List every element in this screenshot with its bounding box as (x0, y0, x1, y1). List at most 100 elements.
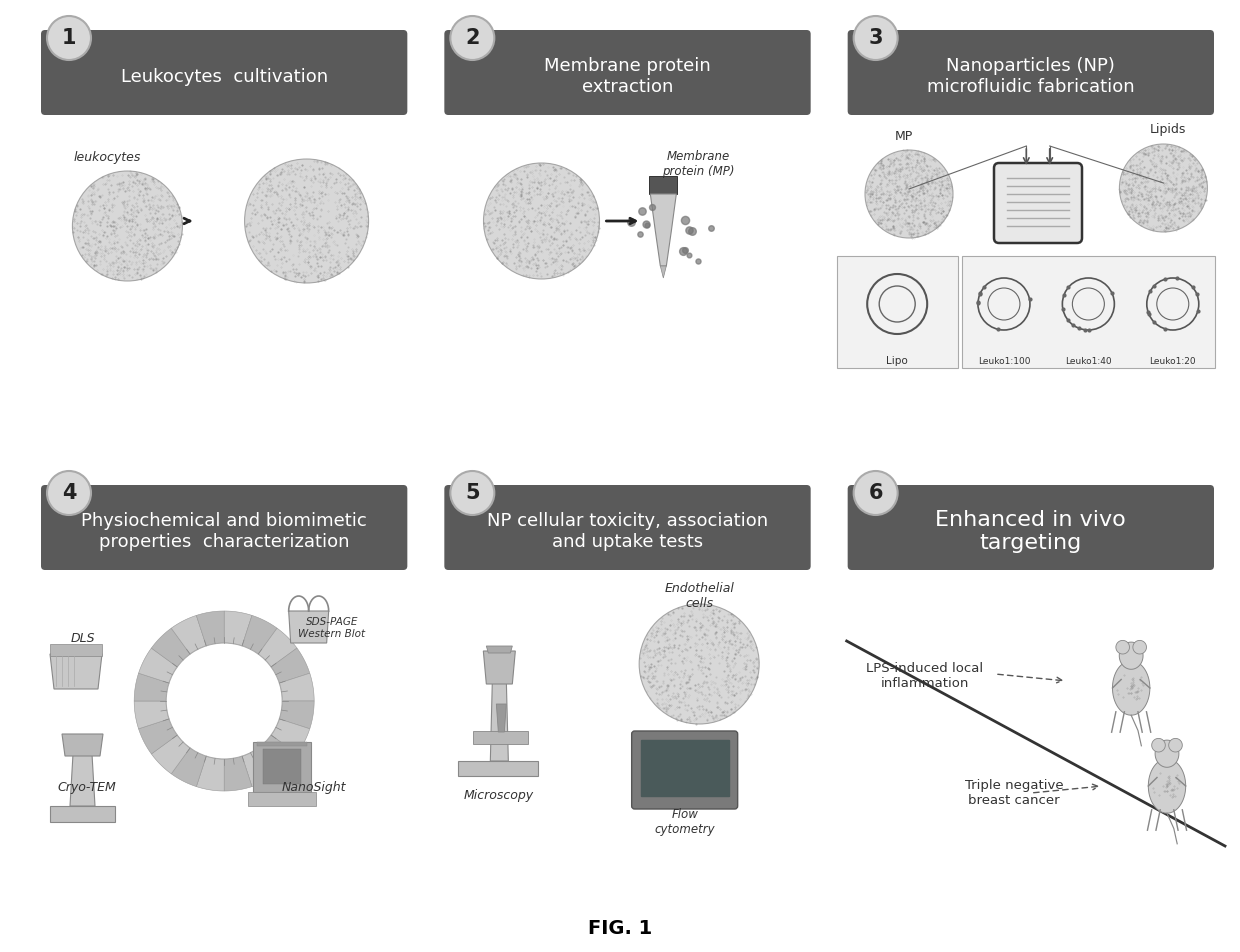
Polygon shape (248, 792, 316, 806)
Polygon shape (263, 749, 301, 784)
Polygon shape (1116, 641, 1130, 654)
FancyBboxPatch shape (962, 256, 1215, 368)
Text: Physiochemical and biomimetic
properties  characterization: Physiochemical and biomimetic properties… (82, 512, 367, 551)
Polygon shape (134, 701, 169, 729)
Polygon shape (279, 701, 314, 729)
Polygon shape (224, 756, 252, 791)
Text: 1: 1 (62, 28, 76, 48)
Circle shape (72, 171, 182, 281)
Text: 3: 3 (868, 28, 883, 48)
Polygon shape (1112, 661, 1149, 715)
Polygon shape (171, 615, 206, 654)
Polygon shape (139, 648, 177, 684)
Text: Enhanced in vivo
targeting: Enhanced in vivo targeting (935, 510, 1126, 553)
Text: Leuko1:100: Leuko1:100 (977, 356, 1030, 366)
Polygon shape (151, 735, 190, 774)
Polygon shape (253, 742, 311, 792)
Text: Triple negative
breast cancer: Triple negative breast cancer (965, 779, 1064, 807)
Polygon shape (272, 648, 310, 684)
Polygon shape (258, 628, 296, 667)
Text: Nanoparticles (NP)
microfluidic fabrication: Nanoparticles (NP) microfluidic fabricat… (928, 57, 1135, 96)
Polygon shape (279, 673, 314, 701)
Text: Flow
cytometry: Flow cytometry (655, 808, 715, 836)
Text: 6: 6 (868, 483, 883, 503)
Polygon shape (1133, 641, 1147, 654)
Text: 2: 2 (465, 28, 480, 48)
Polygon shape (484, 651, 516, 684)
Polygon shape (196, 611, 224, 645)
FancyBboxPatch shape (444, 30, 811, 115)
Polygon shape (1120, 642, 1143, 669)
Circle shape (47, 16, 91, 60)
Circle shape (484, 163, 599, 279)
Text: SDS-PAGE
Western Blot: SDS-PAGE Western Blot (298, 617, 366, 639)
Circle shape (450, 16, 495, 60)
Polygon shape (650, 194, 676, 266)
Text: NP cellular toxicity, association
and uptake tests: NP cellular toxicity, association and up… (487, 512, 768, 551)
Text: 5: 5 (465, 483, 480, 503)
Circle shape (639, 604, 759, 724)
Circle shape (166, 643, 283, 759)
Polygon shape (1156, 740, 1179, 767)
Polygon shape (486, 646, 512, 653)
Polygon shape (1148, 759, 1185, 813)
Text: LPS-induced local
inflammation: LPS-induced local inflammation (866, 662, 983, 690)
Text: MP: MP (895, 129, 913, 143)
Text: Membrane
protein (MP): Membrane protein (MP) (662, 150, 734, 178)
Polygon shape (258, 735, 296, 774)
Text: 4: 4 (62, 483, 76, 503)
Circle shape (853, 471, 898, 515)
Polygon shape (257, 742, 306, 746)
Polygon shape (650, 176, 677, 194)
Polygon shape (196, 756, 224, 791)
Polygon shape (459, 761, 538, 776)
FancyBboxPatch shape (994, 163, 1083, 243)
FancyBboxPatch shape (837, 256, 957, 368)
Polygon shape (242, 748, 277, 786)
Circle shape (853, 16, 898, 60)
FancyBboxPatch shape (41, 30, 407, 115)
Polygon shape (1169, 739, 1182, 752)
Text: Membrane protein
extraction: Membrane protein extraction (544, 57, 711, 96)
Text: Lipo: Lipo (887, 356, 908, 366)
Polygon shape (50, 644, 102, 656)
Text: Leuko1:40: Leuko1:40 (1065, 356, 1112, 366)
FancyBboxPatch shape (848, 485, 1214, 570)
Polygon shape (641, 740, 729, 796)
Polygon shape (242, 615, 277, 654)
Text: Cryo-TEM: Cryo-TEM (57, 782, 117, 795)
Text: Leukocytes  cultivation: Leukocytes cultivation (120, 68, 327, 86)
Polygon shape (272, 719, 310, 754)
Text: NanoSight: NanoSight (281, 782, 346, 795)
Polygon shape (289, 611, 329, 643)
Text: DLS: DLS (71, 631, 95, 645)
Polygon shape (490, 681, 508, 761)
Polygon shape (496, 704, 506, 732)
FancyBboxPatch shape (41, 485, 407, 570)
Circle shape (866, 150, 954, 238)
Polygon shape (151, 628, 190, 667)
Circle shape (244, 159, 368, 283)
Polygon shape (474, 731, 528, 744)
Polygon shape (171, 748, 206, 786)
Text: Leuko1:20: Leuko1:20 (1149, 356, 1197, 366)
FancyBboxPatch shape (848, 30, 1214, 115)
FancyBboxPatch shape (444, 485, 811, 570)
Polygon shape (139, 719, 177, 754)
Text: leukocytes: leukocytes (73, 151, 141, 165)
Polygon shape (1152, 739, 1166, 752)
Polygon shape (62, 734, 103, 756)
Text: FIG. 1: FIG. 1 (588, 919, 652, 938)
Polygon shape (661, 266, 666, 278)
Text: Lipids: Lipids (1151, 124, 1187, 136)
Text: Microscopy: Microscopy (464, 789, 533, 803)
Polygon shape (69, 754, 95, 806)
Text: Endothelial
cells: Endothelial cells (665, 582, 734, 610)
Circle shape (47, 471, 91, 515)
Polygon shape (224, 611, 252, 645)
FancyBboxPatch shape (631, 731, 738, 809)
Circle shape (1120, 144, 1208, 232)
Circle shape (450, 471, 495, 515)
Polygon shape (134, 673, 169, 701)
Polygon shape (50, 654, 102, 689)
